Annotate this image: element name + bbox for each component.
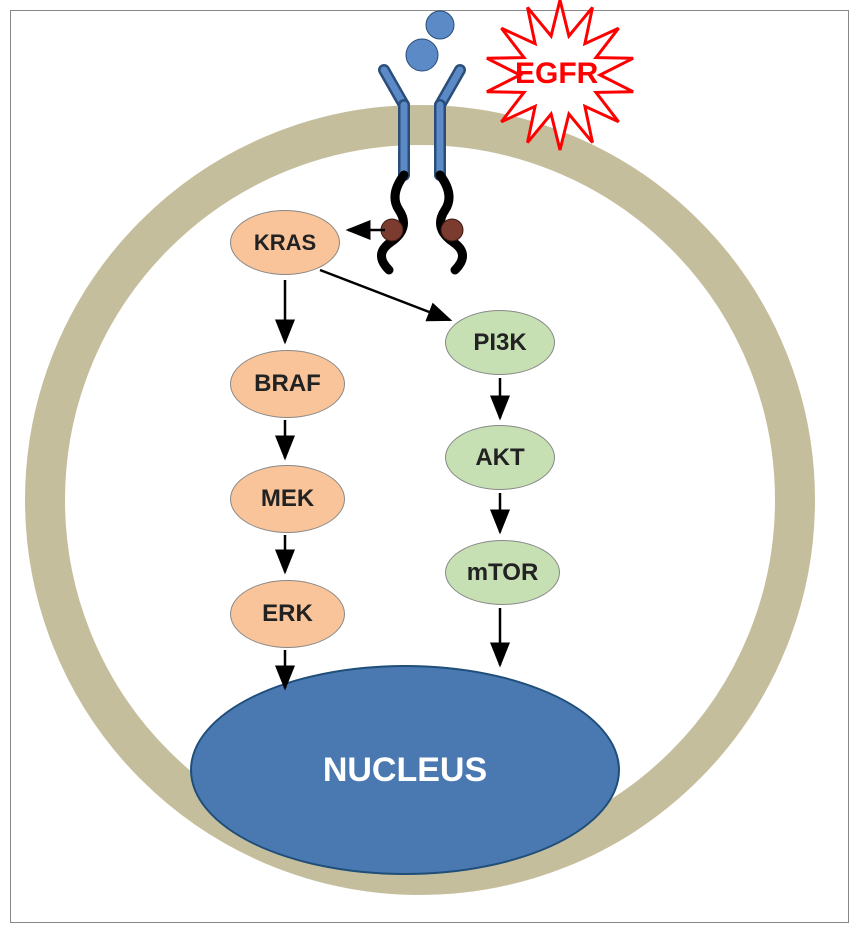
node-kras-label: KRAS bbox=[254, 230, 316, 256]
node-mek: MEK bbox=[230, 465, 345, 533]
node-erk: ERK bbox=[230, 580, 345, 648]
node-akt-label: AKT bbox=[475, 444, 524, 472]
node-mek-label: MEK bbox=[261, 485, 314, 513]
egfr-label: EGFR bbox=[515, 57, 598, 91]
node-erk-label: ERK bbox=[262, 600, 313, 628]
node-braf: BRAF bbox=[230, 350, 345, 418]
node-pi3k-label: PI3K bbox=[473, 329, 526, 357]
node-kras: KRAS bbox=[230, 210, 340, 275]
nucleus-label: NUCLEUS bbox=[323, 751, 487, 790]
nucleus: NUCLEUS bbox=[190, 665, 620, 875]
node-pi3k: PI3K bbox=[445, 310, 555, 375]
node-braf-label: BRAF bbox=[254, 370, 321, 398]
node-mtor: mTOR bbox=[445, 540, 560, 605]
node-akt: AKT bbox=[445, 425, 555, 490]
node-mtor-label: mTOR bbox=[467, 559, 539, 587]
